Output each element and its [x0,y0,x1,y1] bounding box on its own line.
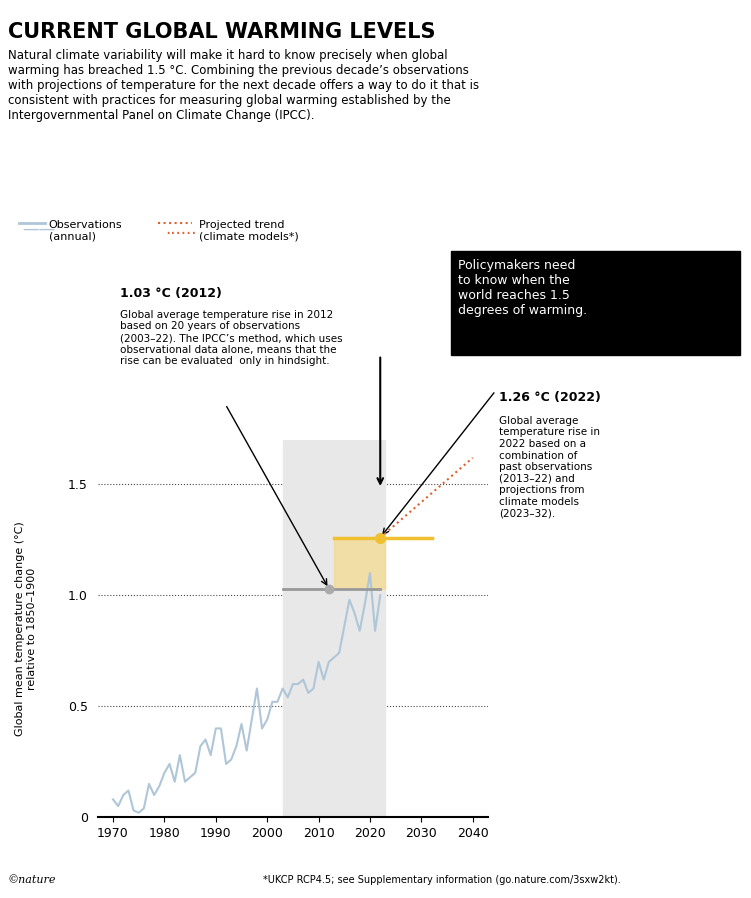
Text: CURRENT GLOBAL WARMING LEVELS: CURRENT GLOBAL WARMING LEVELS [8,22,435,42]
Bar [334,538,385,589]
Text: 1.26 °C (2022): 1.26 °C (2022) [499,391,602,403]
Text: Natural climate variability will make it hard to know precisely when global
warm: Natural climate variability will make it… [8,49,478,122]
Text: 1.03 °C (2012): 1.03 °C (2012) [120,287,222,300]
Text: ©nature: ©nature [8,875,56,885]
Text: *UKCP RCP4.5; see Supplementary information (go.nature.com/3sxw2kt).: *UKCP RCP4.5; see Supplementary informat… [263,875,620,885]
Text: Global average temperature rise in 2012
based on 20 years of observations
(2003–: Global average temperature rise in 2012 … [120,310,342,366]
Text: Observations
(annual): Observations (annual) [49,220,122,242]
Text: Policymakers need
to know when the
world reaches 1.5
degrees of warming.: Policymakers need to know when the world… [458,259,587,317]
Text: ......: ...... [165,220,197,238]
Text: Global average
temperature rise in
2022 based on a
combination of
past observati: Global average temperature rise in 2022 … [499,416,600,518]
Text: Projected trend
(climate models*): Projected trend (climate models*) [199,220,299,242]
Bar [282,440,385,817]
Text: ——: —— [23,220,56,238]
Text: Global mean temperature change (°C)
relative to 1850–1900: Global mean temperature change (°C) rela… [15,521,37,736]
